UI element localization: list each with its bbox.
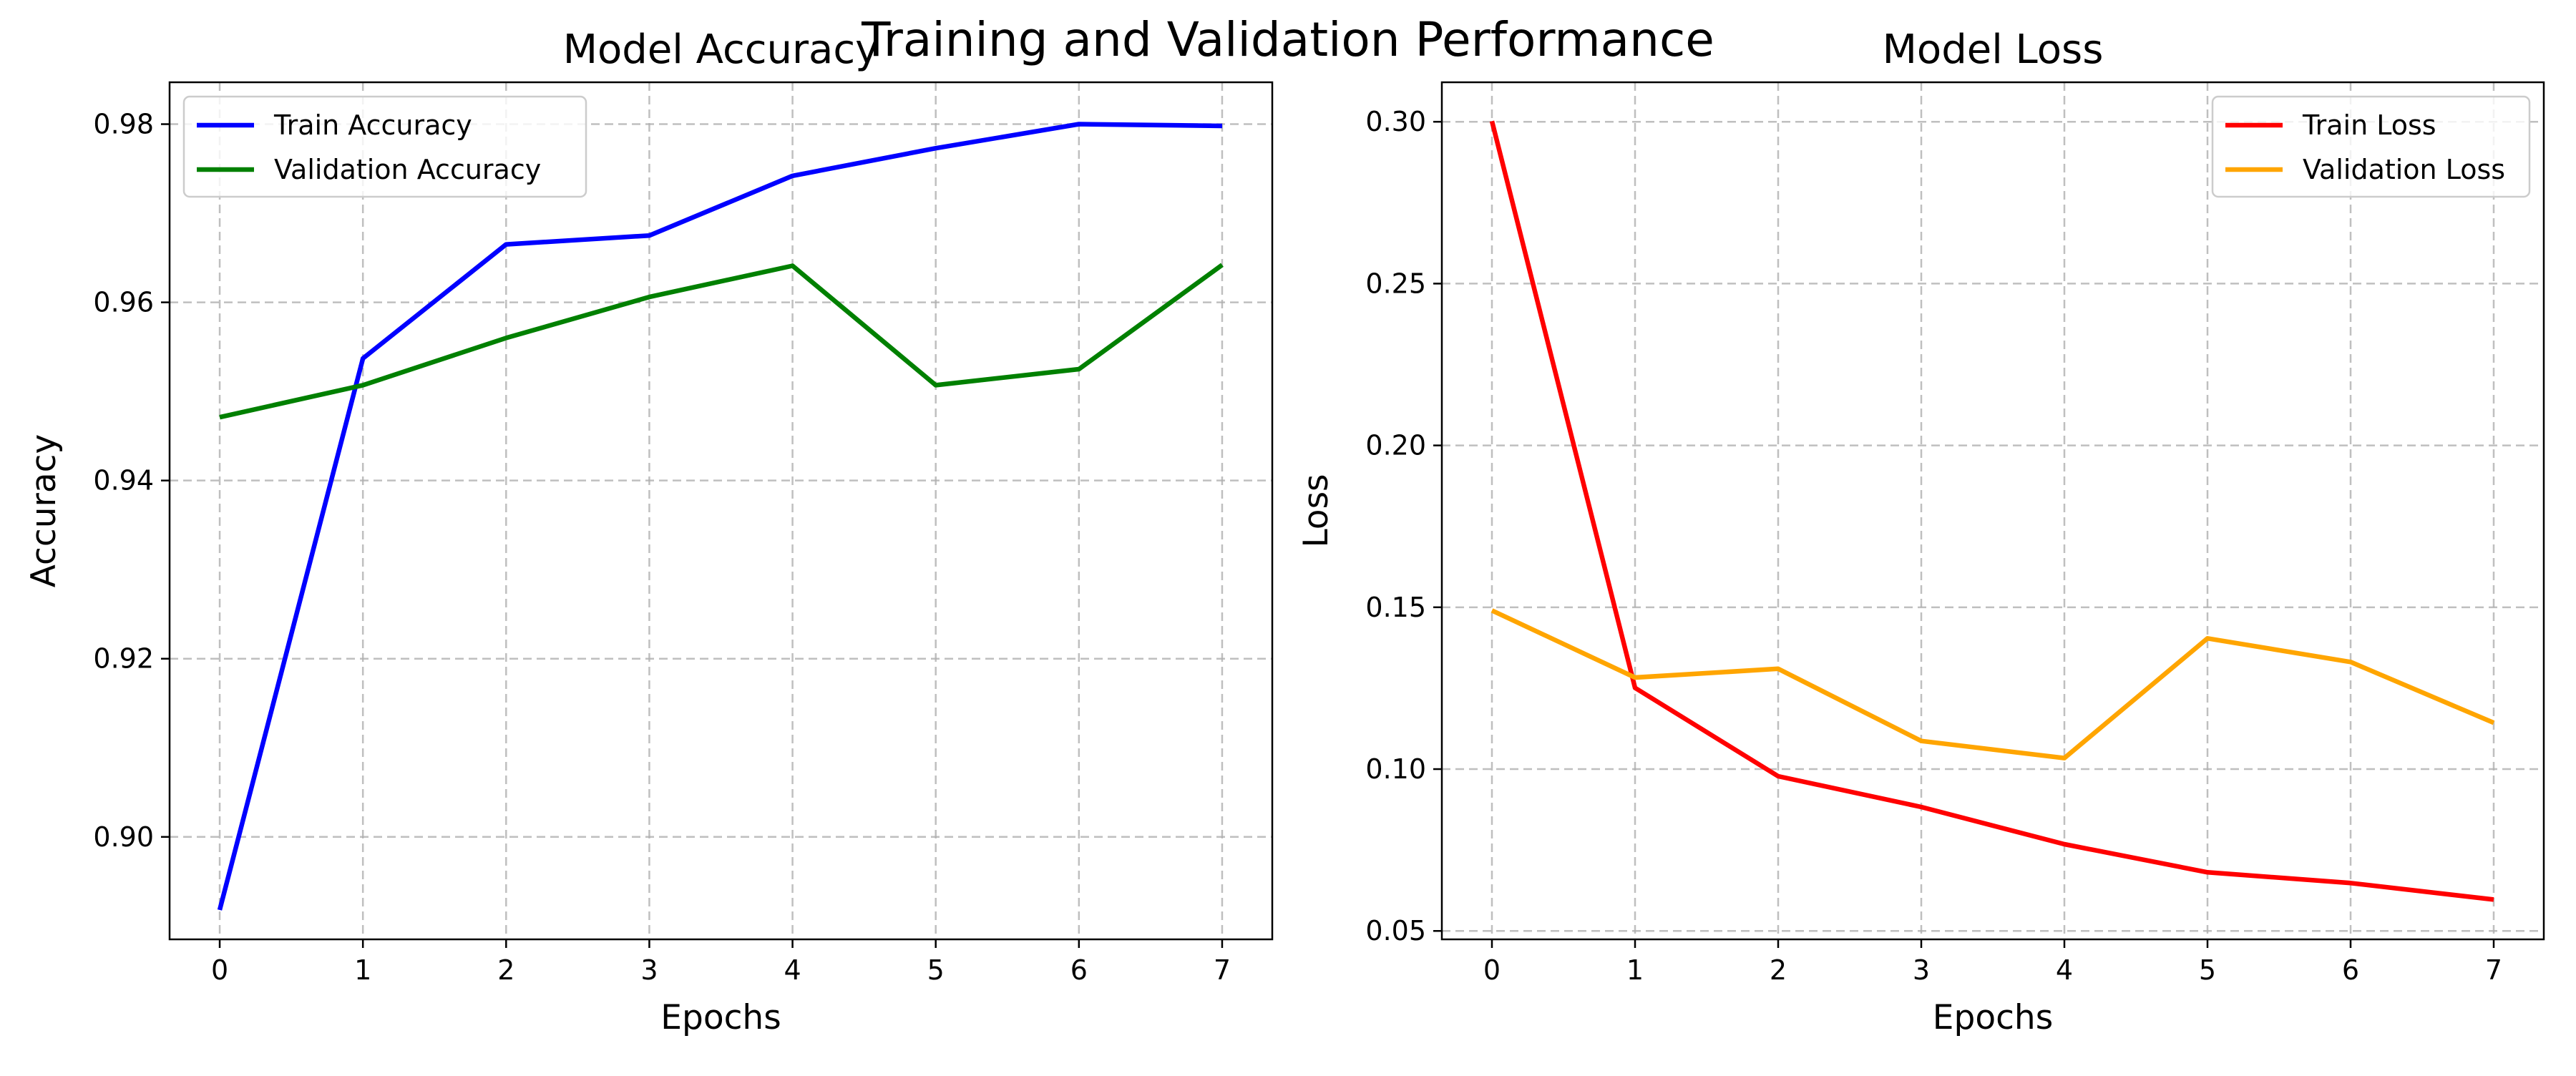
loss-train-loss-line [1489, 120, 2494, 902]
y-tick-label: 0.20 [1365, 430, 1426, 461]
x-tick-label: 5 [927, 954, 945, 986]
x-tick-label: 5 [2199, 954, 2216, 986]
accuracy-chart-title: Model Accuracy [563, 26, 879, 73]
y-tick-label: 0.25 [1365, 268, 1426, 299]
legend-label-train-loss: Train Loss [2302, 109, 2436, 141]
accuracy-ticks: 0 1 2 3 4 5 6 7 0.90 0.92 0.94 0.96 0.98 [93, 109, 1231, 986]
x-tick-label: 1 [354, 954, 371, 986]
accuracy-legend-box [182, 95, 587, 198]
y-tick-label: 0.94 [93, 465, 154, 497]
x-tick-label: 6 [1070, 954, 1088, 986]
accuracy-validation-accuracy-line [219, 263, 1224, 420]
loss-gridlines [1442, 82, 2544, 939]
y-tick-label: 0.15 [1365, 592, 1426, 623]
x-tick-label: 1 [1626, 954, 1644, 986]
x-tick-label: 3 [1913, 954, 1930, 986]
loss-series [1489, 120, 2495, 902]
x-tick-label: 7 [1214, 954, 1231, 986]
legend-label-validation-accuracy: Validation Accuracy [274, 154, 541, 185]
x-tick-label: 2 [1770, 954, 1787, 986]
y-tick-label: 0.30 [1365, 106, 1426, 137]
loss-legend: Train Loss Validation Loss [2211, 95, 2531, 198]
accuracy-legend: Train Accuracy Validation Accuracy [182, 95, 587, 198]
accuracy-panel: 0 1 2 3 4 5 6 7 0.90 0.92 0.94 0.96 0.98 Model Accur… [24, 26, 1274, 1037]
accuracy-plot-frame [168, 81, 1274, 941]
y-tick-label: 0.98 [93, 109, 154, 140]
loss-y-axis-label: Loss [1297, 474, 1336, 547]
x-tick-label: 0 [211, 954, 228, 986]
accuracy-series [217, 122, 1224, 911]
loss-panel: 0 1 2 3 4 5 6 7 0.05 0.10 0.15 0.20 0.25 0.30 Model L… [1297, 26, 2545, 1037]
loss-chart-title: Model Loss [1883, 26, 2104, 73]
x-tick-label: 6 [2342, 954, 2359, 986]
y-tick-label: 0.90 [93, 821, 154, 853]
accuracy-y-axis-label: Accuracy [24, 434, 64, 588]
loss-plot-frame [1440, 81, 2545, 941]
x-tick-label: 4 [2056, 954, 2073, 986]
y-tick-label: 0.10 [1365, 753, 1426, 785]
figure-suptitle: Training and Validation Performance [861, 12, 1714, 67]
legend-label-validation-loss: Validation Loss [2303, 154, 2505, 185]
accuracy-gridlines [170, 82, 1272, 939]
accuracy-x-axis-label: Epochs [660, 998, 781, 1037]
y-tick-label: 0.05 [1365, 915, 1426, 947]
loss-validation-loss-line [1491, 608, 2495, 760]
y-tick-label: 0.92 [93, 643, 154, 675]
accuracy-train-accuracy-line [217, 122, 1223, 911]
x-tick-label: 7 [2485, 954, 2502, 986]
loss-legend-box [2211, 95, 2531, 198]
legend-label-train-accuracy: Train Accuracy [273, 109, 472, 141]
loss-ticks: 0 1 2 3 4 5 6 7 0.05 0.10 0.15 0.20 0.25 0.30 [1365, 106, 2502, 986]
x-tick-label: 3 [640, 954, 658, 986]
x-tick-label: 0 [1483, 954, 1501, 986]
x-tick-label: 4 [784, 954, 801, 986]
y-tick-label: 0.96 [93, 287, 154, 318]
x-tick-label: 2 [497, 954, 514, 986]
loss-x-axis-label: Epochs [1933, 998, 2053, 1037]
